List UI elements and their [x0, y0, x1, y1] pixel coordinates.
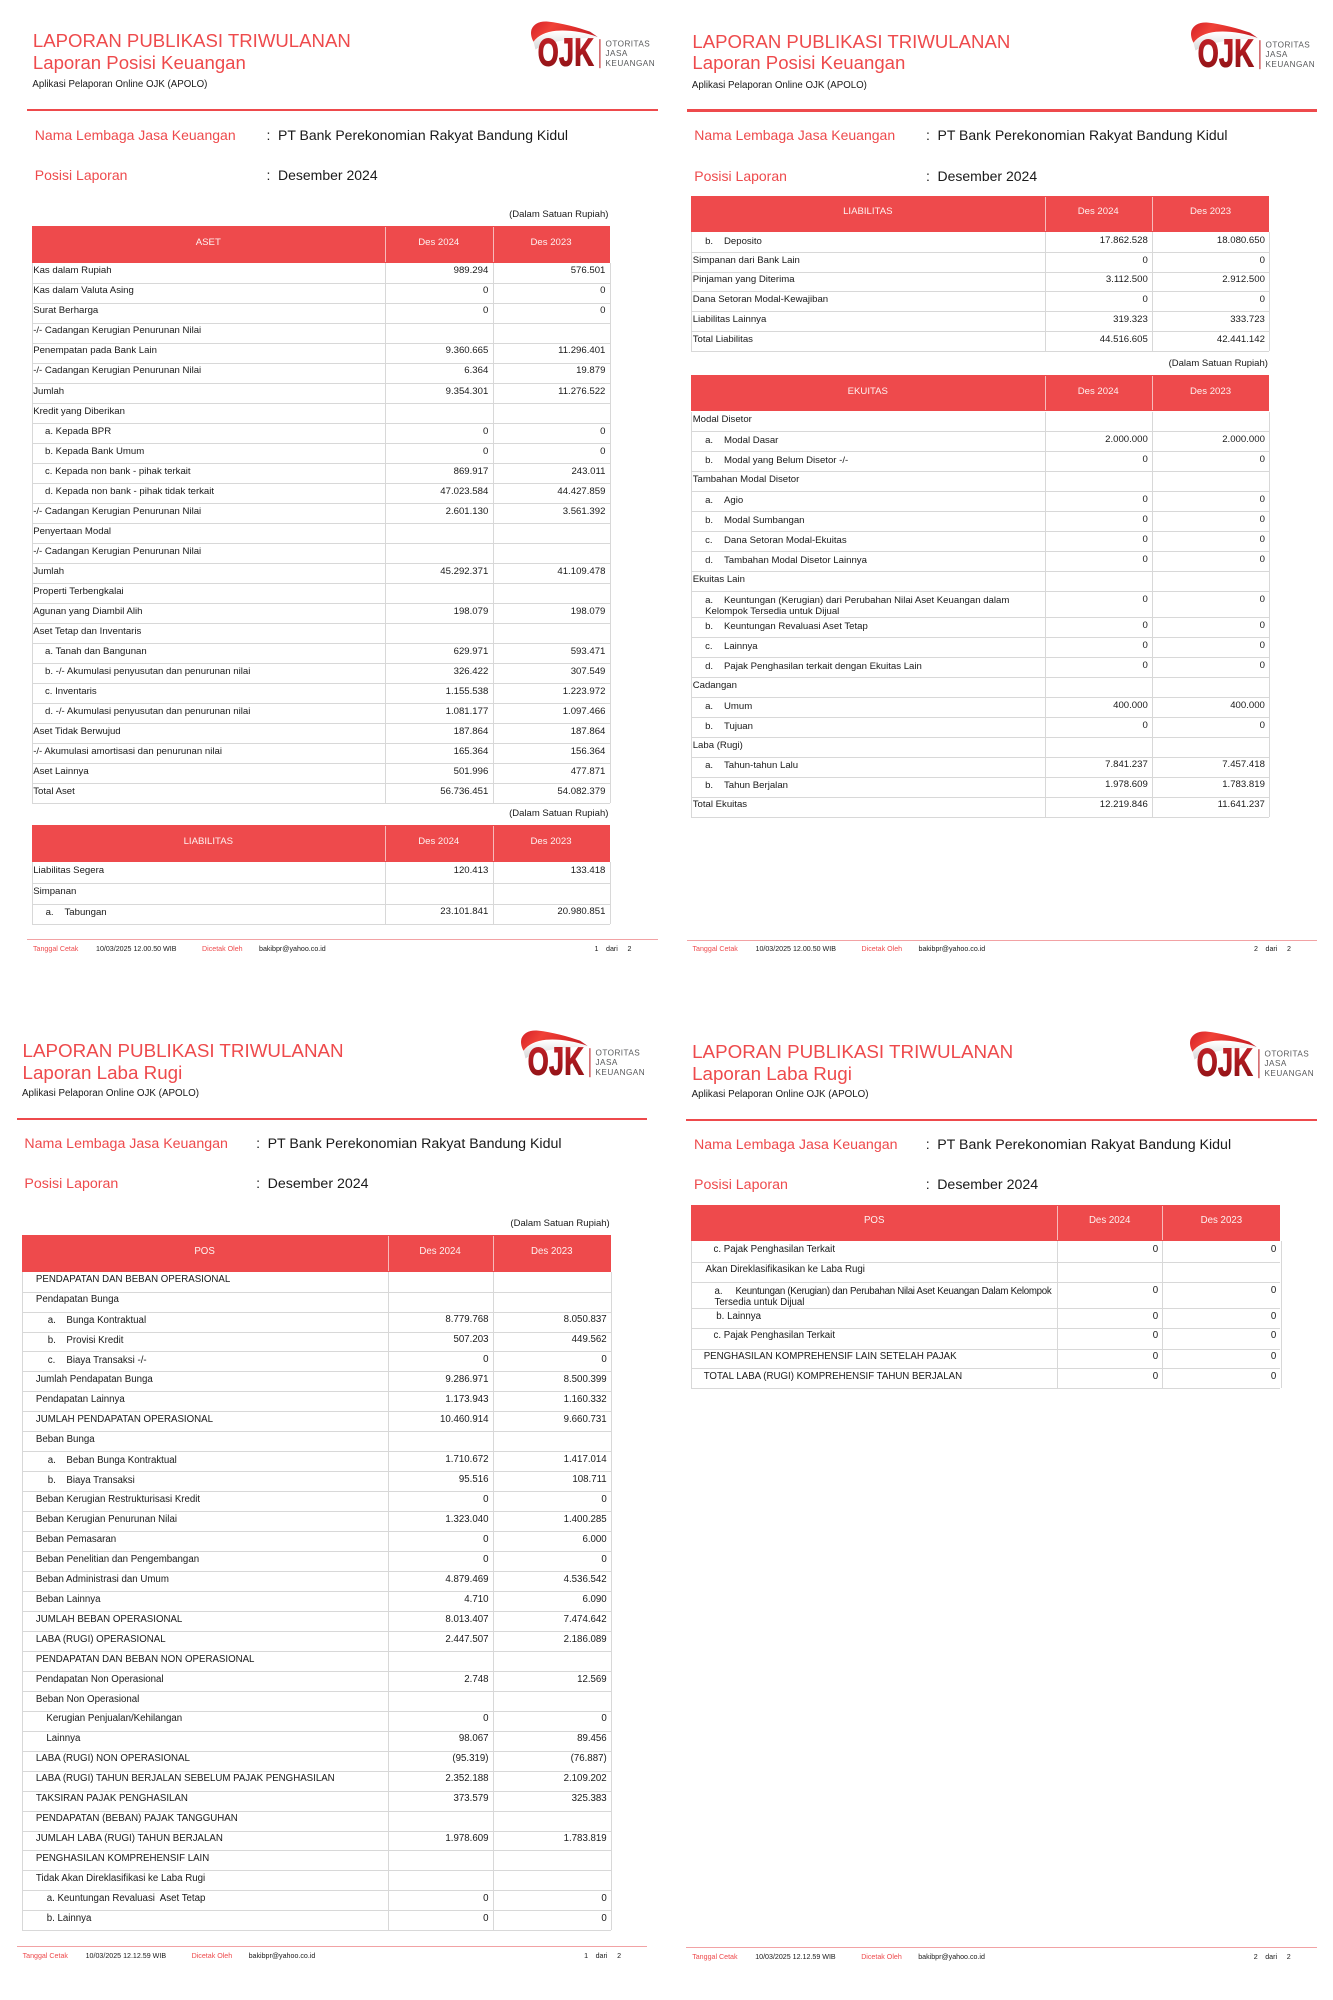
svg-text:OJK: OJK	[1197, 33, 1253, 72]
svg-text:OJK: OJK	[538, 32, 594, 71]
svg-text:OJK: OJK	[527, 1041, 583, 1080]
svg-text:OJK: OJK	[1197, 1042, 1253, 1081]
